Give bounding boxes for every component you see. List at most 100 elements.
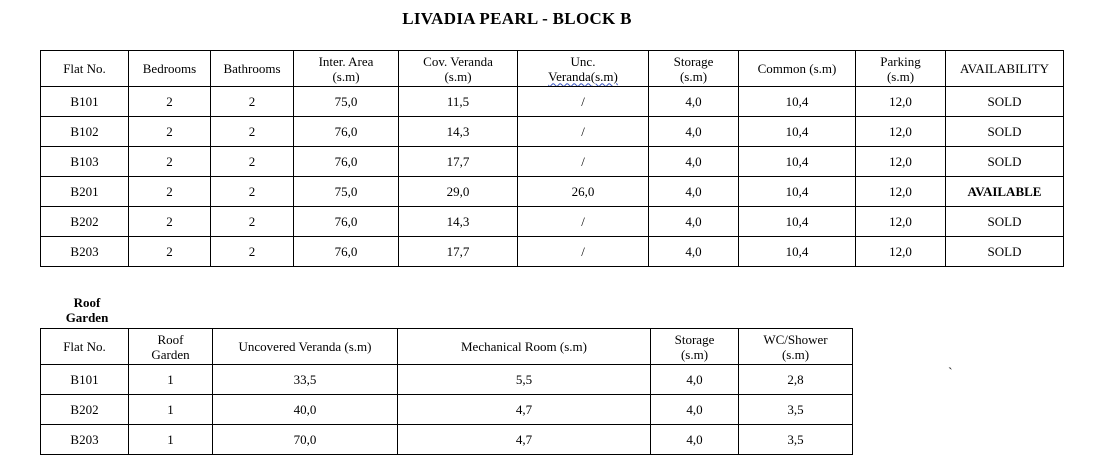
- cell-inter-area: 76,0: [293, 146, 399, 177]
- cell-cov-veranda: 29,0: [398, 176, 518, 207]
- cell-storage: 4,0: [650, 424, 739, 455]
- cell-flat-no: B102: [40, 116, 129, 147]
- cell-bathrooms: 2: [210, 176, 294, 207]
- column-header-roof-garden: Roof Garden: [128, 328, 213, 365]
- cell-flat-no: B201: [40, 176, 129, 207]
- cell-inter-area: 75,0: [293, 86, 399, 117]
- column-header-cov-veranda: Cov. Veranda (s.m): [398, 50, 518, 87]
- cell-roof-garden: 1: [128, 364, 213, 395]
- table-row: B101 1 33,5 5,5 4,0 2,8: [40, 364, 853, 395]
- cell-bedrooms: 2: [128, 116, 211, 147]
- cell-common: 10,4: [738, 236, 856, 267]
- block-b-table: Flat No. Bedrooms Bathrooms Inter. Area (s.m…: [40, 50, 1064, 267]
- table-row: B103 2 2 76,0 17,7/4,0 10,4 12,0 SOLD: [40, 146, 1064, 177]
- cell-flat-no: B202: [40, 206, 129, 237]
- column-header-mechanical-room: Mechanical Room (s.m): [397, 328, 651, 365]
- table-row: B201 2 2 75,0 29,0 26,0 4,0 10,4 12,0 AVAILABLE: [40, 176, 1064, 207]
- cell-bathrooms: 2: [210, 206, 294, 237]
- column-header-inter-area: Inter. Area (s.m): [293, 50, 399, 87]
- column-header-bathrooms: Bathrooms: [210, 50, 294, 87]
- stray-accent-mark: `: [948, 366, 953, 381]
- cell-bedrooms: 2: [128, 86, 211, 117]
- table-row: B202 2 2 76,0 14,3/4,0 10,4 12,0 SOLD: [40, 206, 1064, 237]
- roof-garden-table: Flat No. Roof Garden Uncovered Veranda (s.m…: [40, 328, 853, 455]
- header-row: Flat No. Roof Garden Uncovered Veranda (s.m…: [40, 328, 853, 365]
- cell-availability: SOLD: [945, 86, 1064, 117]
- cell-availability: SOLD: [945, 116, 1064, 147]
- cell-mechanical-room: 5,5: [397, 364, 651, 395]
- cell-inter-area: 76,0: [293, 206, 399, 237]
- cell-bathrooms: 2: [210, 116, 294, 147]
- cell-bedrooms: 2: [128, 146, 211, 177]
- cell-uncovered-veranda: 33,5: [212, 364, 398, 395]
- cell-roof-garden: 1: [128, 424, 213, 455]
- column-header-parking: Parking (s.m): [855, 50, 946, 87]
- cell-flat-no: B202: [40, 394, 129, 425]
- cell-uncovered-veranda: 70,0: [212, 424, 398, 455]
- column-header-unc-veranda: Unc. Veranda(s.m): [517, 50, 649, 87]
- cell-availability: SOLD: [945, 146, 1064, 177]
- cell-availability: SOLD: [945, 236, 1064, 267]
- table-row: B203 1 70,0 4,7 4,0 3,5: [40, 424, 853, 455]
- cell-common: 10,4: [738, 116, 856, 147]
- cell-common: 10,4: [738, 176, 856, 207]
- cell-mechanical-room: 4,7: [397, 424, 651, 455]
- page-title: LIVADIA PEARL - BLOCK B: [402, 9, 632, 28]
- column-header-wc-shower: WC/Shower (s.m): [738, 328, 853, 365]
- cell-availability: SOLD: [945, 206, 1064, 237]
- cell-parking: 12,0: [855, 176, 946, 207]
- cell-unc-veranda: /: [517, 206, 649, 237]
- cell-storage: 4,0: [648, 146, 739, 177]
- cell-unc-veranda: /: [517, 116, 649, 147]
- column-header-availability: AVAILABILITY: [945, 50, 1064, 87]
- column-header-flat-no: Flat No.: [40, 328, 129, 365]
- cell-unc-veranda: /: [517, 146, 649, 177]
- cell-cov-veranda: 14,3: [398, 116, 518, 147]
- roof-garden-section-label: Roof Garden: [65, 295, 109, 325]
- cell-storage: 4,0: [650, 394, 739, 425]
- cell-common: 10,4: [738, 206, 856, 237]
- cell-inter-area: 76,0: [293, 116, 399, 147]
- cell-flat-no: B203: [40, 424, 129, 455]
- cell-storage: 4,0: [650, 364, 739, 395]
- cell-parking: 12,0: [855, 146, 946, 177]
- cell-flat-no: B101: [40, 364, 129, 395]
- cell-inter-area: 75,0: [293, 176, 399, 207]
- cell-storage: 4,0: [648, 236, 739, 267]
- cell-unc-veranda: /: [517, 86, 649, 117]
- cell-flat-no: B101: [40, 86, 129, 117]
- cell-bedrooms: 2: [128, 236, 211, 267]
- column-header-uncovered-veranda: Uncovered Veranda (s.m): [212, 328, 398, 365]
- cell-uncovered-veranda: 40,0: [212, 394, 398, 425]
- cell-storage: 4,0: [648, 176, 739, 207]
- table-row: B202 1 40,0 4,7 4,0 3,5: [40, 394, 853, 425]
- table-row: B101 2 2 75,0 11,5/4,0 10,4 12,0 SOLD: [40, 86, 1064, 117]
- column-header-bedrooms: Bedrooms: [128, 50, 211, 87]
- cell-flat-no: B203: [40, 236, 129, 267]
- cell-cov-veranda: 11,5: [398, 86, 518, 117]
- cell-cov-veranda: 17,7: [398, 146, 518, 177]
- cell-unc-veranda: /: [517, 236, 649, 267]
- cell-inter-area: 76,0: [293, 236, 399, 267]
- cell-common: 10,4: [738, 86, 856, 117]
- table-row: B102 2 2 76,0 14,3/4,0 10,4 12,0 SOLD: [40, 116, 1064, 147]
- cell-availability: AVAILABLE: [945, 176, 1064, 207]
- cell-parking: 12,0: [855, 116, 946, 147]
- cell-parking: 12,0: [855, 236, 946, 267]
- table-row: B203 2 2 76,0 17,7/4,0 10,4 12,0 SOLD: [40, 236, 1064, 267]
- cell-bathrooms: 2: [210, 146, 294, 177]
- cell-storage: 4,0: [648, 116, 739, 147]
- cell-mechanical-room: 4,7: [397, 394, 651, 425]
- column-header-flat-no: Flat No.: [40, 50, 129, 87]
- cell-roof-garden: 1: [128, 394, 213, 425]
- column-header-common: Common (s.m): [738, 50, 856, 87]
- header-row: Flat No. Bedrooms Bathrooms Inter. Area (s.m…: [40, 50, 1064, 87]
- cell-bathrooms: 2: [210, 86, 294, 117]
- cell-wc-shower: 3,5: [738, 394, 853, 425]
- cell-wc-shower: 3,5: [738, 424, 853, 455]
- cell-bathrooms: 2: [210, 236, 294, 267]
- cell-unc-veranda: 26,0: [517, 176, 649, 207]
- cell-bedrooms: 2: [128, 176, 211, 207]
- cell-storage: 4,0: [648, 86, 739, 117]
- column-header-storage: Storage (s.m): [648, 50, 739, 87]
